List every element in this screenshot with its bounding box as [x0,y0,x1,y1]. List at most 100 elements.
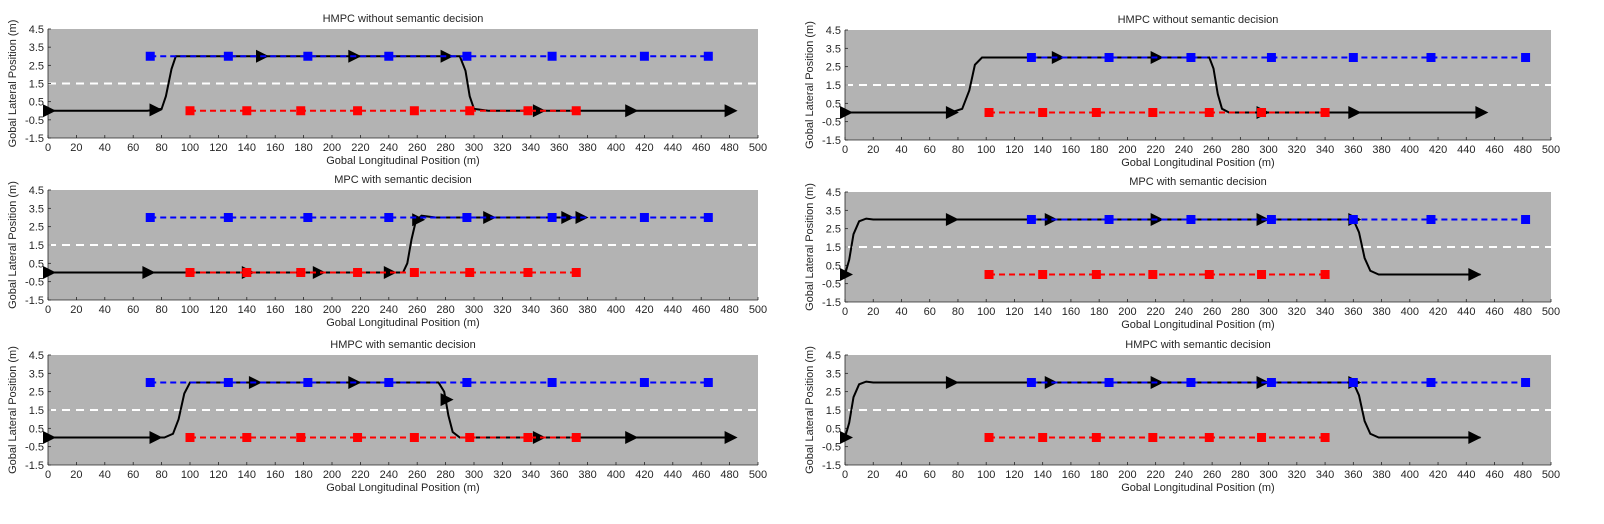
x-tick-label: 300 [465,142,483,154]
x-tick-label: 120 [209,142,227,154]
x-tick-label: 160 [266,142,284,154]
x-tick-label: 460 [1485,469,1503,481]
x-tick-label: 440 [1457,469,1475,481]
blue-vehicle-marker [1348,378,1358,387]
x-tick-label: 60 [924,144,936,156]
x-tick-label: 20 [70,142,82,154]
red-vehicle-marker [353,268,363,277]
y-tick-label: 4.5 [826,25,841,37]
y-tick-label: 1.5 [826,405,841,417]
ego-arrow-marker [149,431,163,444]
ego-arrow-marker [483,211,497,224]
x-tick-label: 40 [99,304,111,316]
ego-arrow-marker [1348,106,1362,119]
blue-vehicle-marker [1186,53,1196,62]
ego-arrow-marker [532,431,546,444]
ego-arrow-marker [1044,213,1058,226]
red-vehicle-marker [1257,270,1267,279]
x-tick-label: 200 [1118,469,1136,481]
x-tick-label: 280 [1231,144,1249,156]
ego-arrow-marker [1475,106,1489,119]
x-tick-label: 80 [952,144,964,156]
x-tick-label: 360 [1344,469,1362,481]
x-axis-label: Gobal Longitudinal Position (m) [326,482,479,494]
y-tick-label: -1.5 [25,295,44,307]
x-axis-label: Gobal Longitudinal Position (m) [326,317,479,329]
y-tick-label: 2.5 [29,60,44,72]
red-vehicle-marker [1148,433,1158,442]
x-tick-label: 260 [1203,144,1221,156]
x-tick-label: 240 [380,142,398,154]
x-tick-label: 40 [99,142,111,154]
y-tick-label: 0.5 [826,423,841,435]
red-vehicle-marker [242,433,252,442]
x-tick-label: 260 [408,469,426,481]
red-vehicle-marker [1257,108,1267,117]
x-tick-label: 400 [607,304,625,316]
x-tick-label: 320 [1288,469,1306,481]
red-vehicle-marker [409,433,419,442]
ego-arrow-marker [625,431,639,444]
x-tick-label: 100 [977,469,995,481]
x-tick-label: 0 [45,304,51,316]
y-axis-label: Gobal Lateral Position (m) [7,181,19,309]
red-vehicle-marker [571,268,581,277]
x-tick-label: 340 [1316,144,1334,156]
panel-title: MPC with semantic decision [334,174,472,186]
x-tick-label: 240 [1175,306,1193,318]
blue-vehicle-marker [1426,215,1436,224]
ego-arrow-marker [945,106,959,119]
x-tick-label: 480 [1514,469,1532,481]
blue-vehicle-marker [303,378,313,387]
red-vehicle-marker [296,433,306,442]
y-tick-label: 3.5 [29,368,44,380]
x-tick-label: 280 [1231,306,1249,318]
red-vehicle-marker [1091,108,1101,117]
panel-3: 0 20 40 60 80 100 120 140 160 180 200 220 240 260 280 3… [7,339,767,494]
x-tick-label: 40 [895,144,907,156]
x-tick-label: 180 [294,142,312,154]
red-vehicle-marker [1148,108,1158,117]
x-tick-label: 380 [1372,306,1390,318]
ego-arrow-marker [43,431,56,444]
x-tick-label: 100 [181,304,199,316]
x-tick-label: 0 [842,306,848,318]
x-tick-label: 500 [749,469,767,481]
x-tick-label: 280 [436,304,454,316]
blue-vehicle-marker [145,213,155,222]
x-tick-label: 180 [1090,469,1108,481]
x-tick-label: 140 [238,469,256,481]
y-tick-label: 4.5 [29,185,44,197]
red-vehicle-marker [984,433,994,442]
x-tick-label: 60 [127,469,139,481]
ego-arrow-marker [142,266,156,279]
x-tick-label: 160 [266,304,284,316]
blue-vehicle-marker [1426,53,1436,62]
y-tick-label: 3.5 [826,43,841,55]
y-tick-label: 3.5 [826,368,841,380]
x-tick-label: 420 [635,469,653,481]
x-tick-label: 160 [1062,144,1080,156]
panel-title: HMPC without semantic decision [323,13,484,25]
x-tick-label: 20 [70,469,82,481]
ego-arrow-marker [1051,51,1065,64]
red-vehicle-marker [185,433,195,442]
y-tick-label: -0.5 [25,277,44,289]
y-tick-label: 4.5 [826,350,841,362]
x-tick-label: 80 [155,142,167,154]
x-tick-label: 140 [238,304,256,316]
y-tick-label: 1.5 [826,80,841,92]
red-vehicle-marker [353,433,363,442]
panel-title: HMPC without semantic decision [1118,14,1279,26]
x-tick-label: 120 [1005,144,1023,156]
x-tick-label: 160 [1062,469,1080,481]
blue-vehicle-marker [1266,53,1276,62]
x-tick-label: 80 [952,306,964,318]
ego-arrow-marker [440,49,454,63]
red-vehicle-marker [353,106,363,116]
ego-arrow-marker [312,266,326,279]
x-tick-label: 420 [635,142,653,154]
x-tick-label: 300 [1259,306,1277,318]
y-tick-label: -1.5 [25,460,44,472]
